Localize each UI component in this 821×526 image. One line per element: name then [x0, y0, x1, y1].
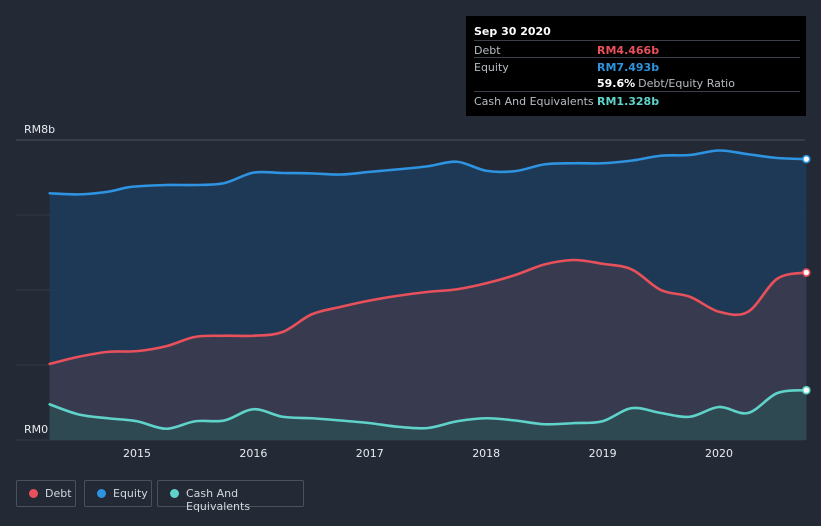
tooltip-debt-value: RM4.466b: [597, 44, 660, 57]
debt-area: [49, 259, 807, 440]
tooltip-row-cash: Cash And Equivalents RM1.328b: [474, 91, 800, 109]
end-markers: [801, 154, 811, 395]
debt-line: [48, 258, 808, 366]
tooltip-cash-label: Cash And Equivalents: [474, 95, 594, 108]
y-tick-label-top: RM8b: [24, 123, 55, 136]
tooltip-debt-label: Debt: [474, 44, 501, 57]
tooltip-ratio-label: Debt/Equity Ratio: [638, 77, 735, 90]
legend-item-equity[interactable]: Equity: [84, 480, 152, 507]
x-tick-label: 2018: [472, 447, 500, 460]
tooltip-row-equity: Equity RM7.493b: [474, 57, 800, 75]
tooltip-equity-value: RM7.493b: [597, 61, 660, 74]
series-lines: [48, 149, 808, 431]
cash-dot-icon: [170, 489, 179, 498]
legend-debt-label: Debt: [45, 487, 72, 500]
tooltip-row-debt: Debt RM4.466b: [474, 40, 800, 58]
tooltip-panel: Sep 30 2020 Debt RM4.466b Equity RM7.493…: [466, 16, 806, 116]
equity-line: [48, 149, 808, 196]
legend-cash-label: Cash And Equivalents: [186, 487, 251, 513]
x-tick-label: 2019: [589, 447, 617, 460]
cash-area: [49, 390, 807, 440]
x-tick-label: 2015: [123, 447, 151, 460]
debt-end-marker: [801, 268, 811, 277]
tooltip-row-ratio: 59.6% Debt/Equity Ratio: [474, 74, 800, 91]
x-tick-label: 2016: [239, 447, 267, 460]
debt-dot-icon: [29, 489, 38, 498]
x-tick-labels: 2015 2016 2017 2018 2019 2020: [123, 447, 733, 460]
series-areas: [49, 150, 807, 440]
x-tick-label: 2017: [356, 447, 384, 460]
equity-end-marker: [801, 154, 811, 164]
legend-item-debt[interactable]: Debt: [16, 480, 76, 507]
cash-end-marker: [801, 385, 811, 395]
legend-item-cash[interactable]: Cash And Equivalents: [157, 480, 304, 513]
tooltip-cash-value: RM1.328b: [597, 95, 660, 108]
equity-dot-icon: [97, 489, 106, 498]
x-tick-label: 2020: [705, 447, 733, 460]
cash-line: [48, 388, 808, 431]
legend-equity-label: Equity: [113, 487, 148, 500]
y-tick-label-bottom: RM0: [24, 423, 48, 436]
tooltip-ratio: 59.6% Debt/Equity Ratio: [597, 77, 735, 90]
tooltip-date: Sep 30 2020: [474, 25, 551, 38]
tooltip-equity-label: Equity: [474, 61, 509, 74]
tooltip-ratio-value: 59.6%: [597, 77, 636, 90]
